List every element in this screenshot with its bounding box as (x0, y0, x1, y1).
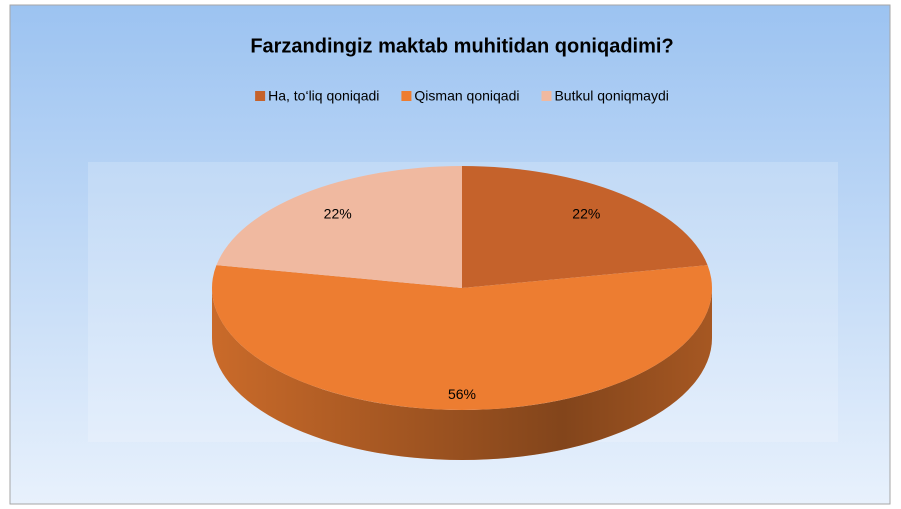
legend-label: Ha, to‘liq qoniqadi (268, 88, 379, 104)
chart-title: Farzandingiz maktab muhitidan qoniqadimi… (250, 35, 673, 57)
legend-swatch (255, 91, 266, 101)
pie-slice (462, 166, 708, 288)
pie-side-shade (212, 288, 712, 460)
data-label: 22% (324, 205, 352, 221)
data-label: 56% (448, 386, 476, 402)
legend-swatch (401, 91, 412, 101)
legend-label: Butkul qoniqmaydi (554, 88, 668, 104)
legend-label: Qisman qoniqadi (414, 88, 519, 104)
data-label: 22% (572, 205, 600, 221)
pie-slice (216, 166, 462, 288)
legend-swatch (541, 91, 552, 101)
pie-slice (212, 265, 712, 410)
